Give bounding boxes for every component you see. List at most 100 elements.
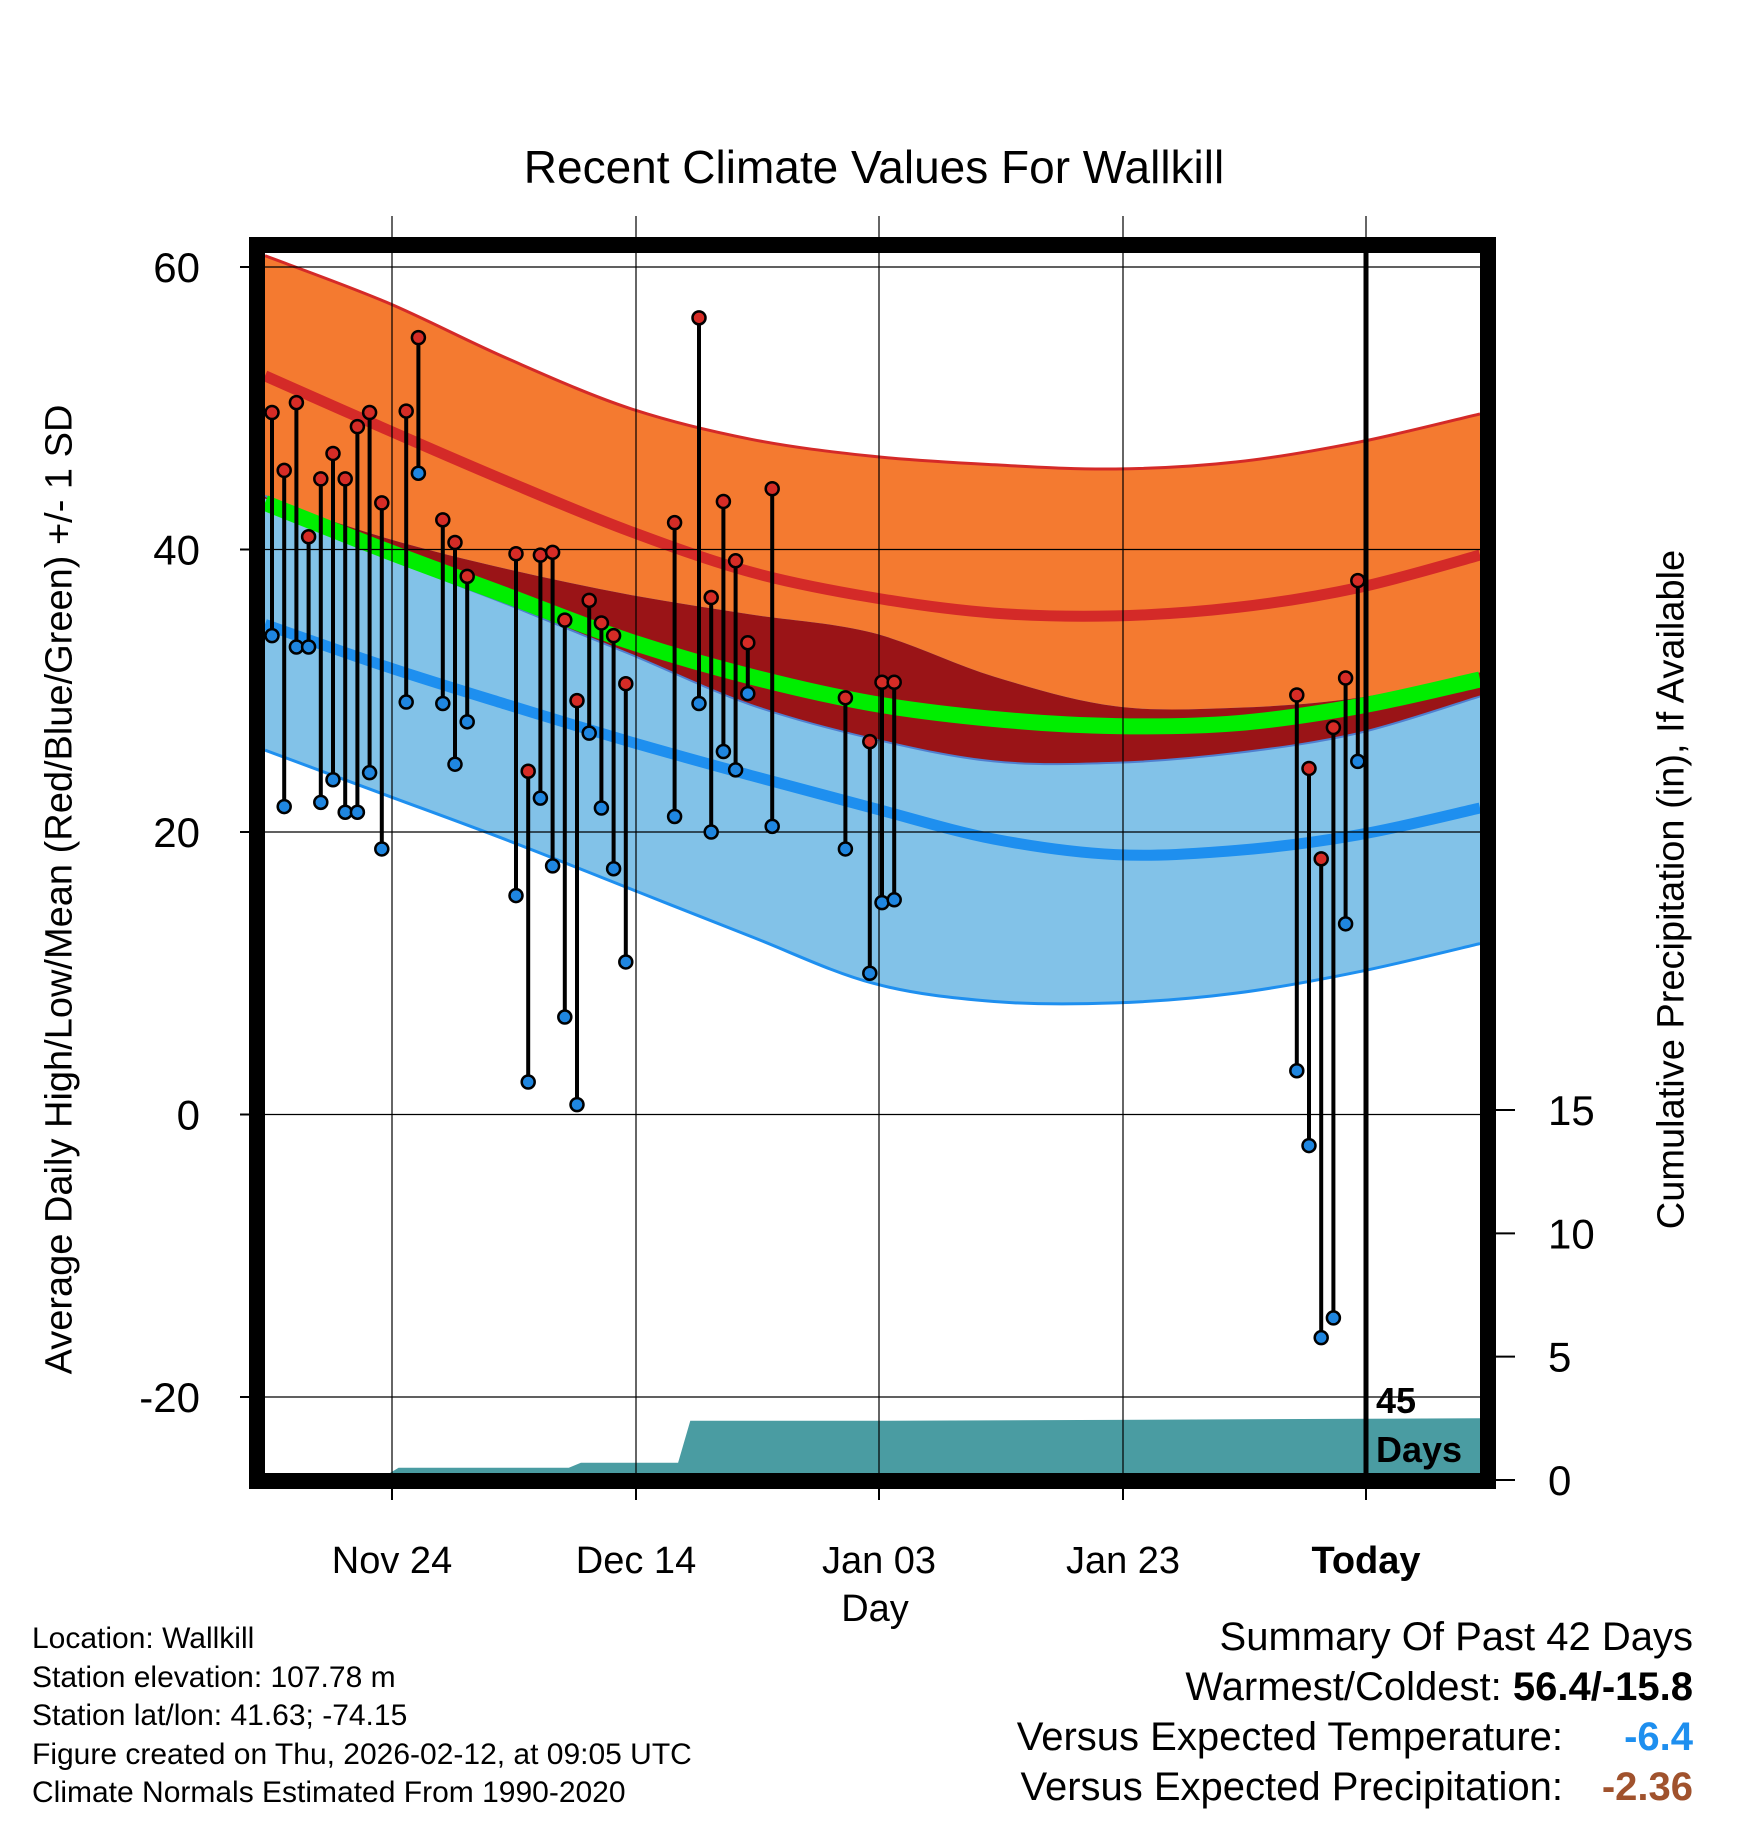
high-temp-point xyxy=(398,403,414,419)
summary-warm-cold: Warmest/Coldest: 56.4/-15.8 xyxy=(1017,1662,1693,1712)
low-temp-point xyxy=(544,858,561,874)
low-temp-point xyxy=(349,804,366,820)
summary-temp: Versus Expected Temperature: -6.4 xyxy=(1017,1712,1693,1762)
low-temp-point xyxy=(1325,1310,1342,1326)
x-tick-label: Dec 14 xyxy=(576,1540,696,1582)
high-temp-point xyxy=(1289,687,1305,703)
high-temp-point xyxy=(361,404,378,421)
low-temp-point xyxy=(874,894,890,911)
high-temp-point xyxy=(264,404,280,421)
period-label-line2: Days xyxy=(1376,1429,1462,1470)
high-temp-point xyxy=(764,481,780,497)
precip-value: -2.36 xyxy=(1601,1765,1693,1809)
low-temp-point xyxy=(715,743,732,760)
low-temp-point xyxy=(569,1096,585,1113)
high-temp-point xyxy=(618,675,634,692)
low-temp-point xyxy=(435,695,451,712)
high-temp-point xyxy=(1313,851,1329,867)
y-axis-right-label: Cumulative Precipitation (in), If Availa… xyxy=(1650,549,1693,1230)
y-tick-label-left: 60 xyxy=(153,244,200,291)
high-temp-point xyxy=(569,692,585,709)
high-temp-point xyxy=(886,674,902,691)
x-tick-label: Jan 23 xyxy=(1066,1540,1180,1582)
low-temp-point xyxy=(264,627,280,644)
low-temp-point xyxy=(532,790,549,806)
high-temp-point xyxy=(727,553,744,569)
high-temp-point xyxy=(410,329,427,346)
low-normal-line xyxy=(265,619,1480,861)
low-temp-point xyxy=(313,794,329,811)
low-temp-point xyxy=(740,685,756,702)
high-temp-point xyxy=(740,634,756,651)
low-temp-point xyxy=(727,762,744,778)
high-temp-point xyxy=(532,547,549,563)
info-normals: Climate Normals Estimated From 1990-2020 xyxy=(32,1776,626,1809)
high-temp-point xyxy=(447,534,463,551)
precip-area xyxy=(389,1418,1480,1473)
low-temp-point xyxy=(764,818,780,835)
high-sd-band xyxy=(265,255,1480,765)
low-temp-point xyxy=(837,841,854,857)
info-created: Figure created on Thu, 2026-02-12, at 09… xyxy=(32,1737,692,1771)
low-temp-point xyxy=(410,465,427,481)
warm-cold-value: 56.4/-15.8 xyxy=(1512,1665,1693,1709)
high-temp-point xyxy=(691,310,707,326)
low-temp-point xyxy=(1289,1062,1305,1079)
summary-panel: Summary Of Past 42 Days Warmest/Coldest:… xyxy=(1017,1612,1693,1812)
info-location: Location: Wallkill xyxy=(32,1622,255,1655)
summary-heading: Summary Of Past 42 Days xyxy=(1219,1615,1693,1659)
low-temp-point xyxy=(1337,916,1354,932)
high-temp-point xyxy=(313,471,329,487)
high-temp-point xyxy=(581,592,597,609)
station-info: Location: Wallkill Station elevation: 10… xyxy=(32,1620,692,1813)
y-tick-label-left: -20 xyxy=(139,1374,200,1421)
high-temp-point xyxy=(1337,670,1354,686)
low-temp-point xyxy=(1313,1329,1329,1346)
low-temp-point xyxy=(666,808,683,825)
y-axis-left-label: Average Daily High/Low/Mean (Red/Blue/Gr… xyxy=(38,404,81,1375)
high-temp-point xyxy=(288,394,305,411)
high-temp-point xyxy=(1350,572,1366,589)
high-temp-point xyxy=(374,495,390,511)
high-plus-sd-line xyxy=(265,254,1480,471)
low-temp-point xyxy=(886,892,902,908)
high-temp-point xyxy=(837,690,854,706)
low-temp-point xyxy=(447,756,463,772)
high-temp-point xyxy=(459,568,475,585)
y-tick-label-right: 5 xyxy=(1548,1334,1571,1381)
low-temp-point xyxy=(1350,753,1366,770)
y-tick-label-right: 0 xyxy=(1548,1457,1571,1504)
low-temp-point xyxy=(361,764,378,781)
y-tick-label-right: 10 xyxy=(1548,1210,1595,1257)
high-temp-point xyxy=(520,763,536,780)
y-tick-label-left: 20 xyxy=(153,809,200,856)
high-temp-point xyxy=(544,544,561,561)
y-tick-label-right: 15 xyxy=(1548,1087,1595,1134)
low-temp-point xyxy=(325,771,341,788)
plot-frame xyxy=(249,237,1496,1489)
info-latlon: Station lat/lon: 41.63; -74.15 xyxy=(32,1699,408,1732)
low-temp-point xyxy=(593,800,610,816)
low-temp-point xyxy=(862,965,878,981)
precip-label: Versus Expected Precipitation: xyxy=(1020,1765,1563,1809)
x-axis-label: Day xyxy=(841,1588,909,1630)
high-temp-point xyxy=(508,545,524,562)
low-minus-sd-line xyxy=(265,748,1480,1006)
low-temp-point xyxy=(691,695,707,712)
high-temp-point xyxy=(1325,719,1342,736)
low-temp-point xyxy=(703,824,719,840)
high-temp-point xyxy=(349,418,366,435)
high-temp-point xyxy=(666,514,683,531)
high-temp-point xyxy=(703,589,719,606)
high-temp-point xyxy=(593,615,610,631)
x-tick-label: Nov 24 xyxy=(332,1540,452,1582)
high-temp-point xyxy=(715,493,732,510)
low-temp-point xyxy=(581,725,597,741)
high-temp-point xyxy=(862,733,878,750)
x-tick-label: Today xyxy=(1311,1540,1420,1582)
low-temp-point xyxy=(276,798,292,815)
y-tick-label-left: 40 xyxy=(153,527,200,574)
high-temp-point xyxy=(337,471,353,487)
low-temp-point xyxy=(300,639,317,655)
low-temp-point xyxy=(605,860,622,877)
